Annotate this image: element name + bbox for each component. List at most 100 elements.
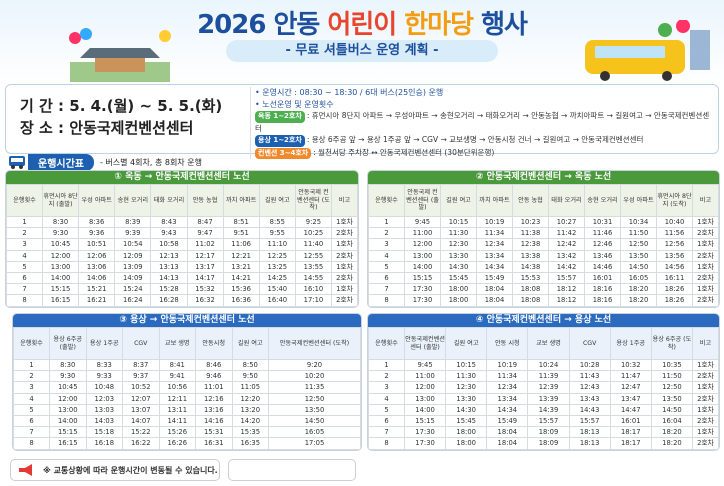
table-cell: 15:22 <box>122 426 160 439</box>
table-row: 4 12:00 12:06 12:09 12:13 12:17 12:21 12:25 12:5… <box>6 249 358 262</box>
table-row: 1 9:45 10:15 10:19 10:23 10:27 10:31 10:34 10:40… <box>368 215 719 229</box>
table-row: 6 14:00 14:03 14:07 14:11 14:16 14:20 14:50 <box>13 414 361 428</box>
table-cell: 7 <box>13 426 50 439</box>
column-header: 교보 생명 <box>527 327 570 360</box>
table-cell: 14:50 <box>620 260 657 273</box>
table-cell: 12:50 <box>268 392 361 405</box>
table-cell: 14:46 <box>584 260 621 273</box>
table-cell: 14:43 <box>568 403 611 416</box>
table-cell: 18:20 <box>620 283 657 296</box>
table-cell: 15:15 <box>41 283 80 296</box>
table-cell: 1 <box>368 358 405 372</box>
event-place: 장 소 : 안동국제컨벤션센터 <box>20 119 194 137</box>
table-cell: 1 <box>368 215 405 229</box>
table-cell: 5 <box>13 403 50 416</box>
column-header: 안동 농협 <box>186 184 224 217</box>
table-cell: 9:20 <box>268 358 361 372</box>
table-cell: 14:30 <box>440 260 477 273</box>
traffic-notice: ※ 교통상황에 따라 운행시간이 변동될 수 있습니다. <box>10 459 220 481</box>
table-cell: 6 <box>368 271 405 285</box>
table-row: 2 11:00 11:30 11:34 11:38 11:42 11:46 11:50 11:5… <box>368 227 719 240</box>
table-row: 4 13:00 13:30 13:34 13:38 13:42 13:46 13:50 13:5… <box>368 249 719 262</box>
table-cell: 12:00 <box>49 392 87 405</box>
table-row: 7 15:15 15:18 15:22 15:26 15:31 15:35 16:05 <box>13 426 361 439</box>
table-cell: 16:18 <box>85 437 123 450</box>
route-line: 용상 1~2호차: 용상 6주공 앞 → 용상 1주공 앞 → CGV → 교보… <box>255 134 714 147</box>
operating-hours: • 운영시간 : 08:30 ~ 18:30 / 6대 버스(25인승) 운행 <box>255 88 444 97</box>
table-cell: 8:30 <box>49 358 87 372</box>
table-cell: 11:00 <box>403 370 447 383</box>
table-cell: 11:30 <box>440 227 477 240</box>
table-cell: 15:57 <box>568 414 611 428</box>
table-cell: 8:47 <box>186 215 224 229</box>
table-cell: 10:27 <box>548 215 585 229</box>
table-cell: 18:00 <box>440 283 477 296</box>
table-cell: 18:13 <box>568 426 611 439</box>
table-row: 3 10:45 10:51 10:54 10:58 11:02 11:06 11:10 11:4… <box>6 238 358 251</box>
table-cell: 10:35 <box>650 358 694 372</box>
event-period: 기 간 : 5. 4.(월) ~ 5. 5.(화) <box>20 97 223 115</box>
timetable-desc: - 버스별 4회차, 총 8회차 운행 <box>100 157 202 167</box>
table-row: 8 16:15 16:21 16:24 16:28 16:32 16:36 16:40 17:1… <box>6 294 358 307</box>
table-cell: 3 <box>13 381 50 394</box>
table-row: 8 16:15 16:18 16:22 16:26 16:31 16:35 17:05 <box>13 437 361 450</box>
table-cell: 9:43 <box>150 227 188 240</box>
table-row: 2 9:30 9:36 9:39 9:43 9:47 9:51 9:55 10:25 2호차 <box>6 227 358 240</box>
bus-icon <box>9 156 25 169</box>
table-cell: 15:36 <box>222 283 260 296</box>
table-row: 8 17:30 18:00 18:04 18:09 18:13 18:17 18:20 2호차 <box>368 437 719 450</box>
table-cell: 13:56 <box>656 249 693 262</box>
table-cell: 3 <box>6 238 43 251</box>
table-cell: 11:34 <box>476 227 513 240</box>
route-tag: 옥동 1~2호차 <box>255 111 305 123</box>
table-cell: 18:08 <box>512 283 549 296</box>
table-cell: 12:21 <box>222 249 260 262</box>
table-cell: 12:17 <box>186 249 224 262</box>
table-cell: 8:51 <box>222 215 260 229</box>
table-row: 7 17:30 18:00 18:04 18:09 18:13 18:17 18:20 1호차 <box>368 426 719 439</box>
table-cell: 15:57 <box>527 414 570 428</box>
table-cell: 10:48 <box>85 381 123 394</box>
table-cell: 8:39 <box>114 215 152 229</box>
table-cell: 18:20 <box>620 294 657 307</box>
table-cell: 2호차 <box>331 271 358 285</box>
table-cell: 1호차 <box>692 381 719 394</box>
route-line: 컨벤션 3~4호차: 월천서당 주차장 ↔ 안동국제컨벤션센터 (30분단위운행… <box>255 147 714 159</box>
table-cell: 12:00 <box>404 238 441 251</box>
column-header: 운행횟수 <box>368 327 405 360</box>
table-cell: 8 <box>368 437 405 450</box>
table-cell: 11:42 <box>548 227 585 240</box>
table-cell: 17:30 <box>403 426 447 439</box>
table-row: 7 15:15 15:21 15:24 15:28 15:32 15:36 15:40 16:1… <box>6 283 358 296</box>
table-cell: 13:16 <box>195 403 233 416</box>
table-cell: 18:13 <box>568 437 611 450</box>
table-cell: 15:26 <box>158 426 196 439</box>
table-cell: 4 <box>368 249 405 262</box>
table-cell: 16:11 <box>656 271 693 285</box>
table-cell: 12:16 <box>195 392 233 405</box>
column-header: 용상 6주공 (도착) <box>650 327 694 360</box>
table-row: 4 13:00 13:30 13:34 13:39 13:43 13:47 13:50 2호차 <box>368 392 719 405</box>
table-cell: 15:18 <box>85 426 123 439</box>
table-cell: 8:36 <box>78 215 116 229</box>
column-header: CGV <box>122 327 160 360</box>
timetable-section-header: 운행시간표 - 버스별 4회차, 총 8회차 운행 <box>8 153 202 171</box>
table-row: 5 14:00 14:30 14:34 14:38 14:42 14:46 14:50 14:5… <box>368 260 719 273</box>
table-cell: 12:39 <box>527 381 570 394</box>
table-cell: 14:09 <box>114 271 152 285</box>
event-info-box: 기 간 : 5. 4.(월) ~ 5. 5.(화) 장 소 : 안동국제컨벤션센… <box>5 84 719 159</box>
table-cell: 18:12 <box>548 283 585 296</box>
table-cell: 13:30 <box>445 392 488 405</box>
table-cell: 13:47 <box>609 392 652 405</box>
table-cell: 16:21 <box>78 294 116 307</box>
table-cell: 15:45 <box>445 414 488 428</box>
route-tag: 용상 1~2호차 <box>255 135 305 147</box>
table-cell: 1호차 <box>692 403 719 416</box>
timetable-1: ① 옥동 → 안동국제컨벤션센터 노선 운행횟수 휴먼시아 8단지 (출발) 우성 아… <box>5 170 359 308</box>
table-cell: 13:50 <box>620 249 657 262</box>
table-cell: 2호차 <box>692 271 719 285</box>
table-cell: 7 <box>6 283 43 296</box>
table-cell: 13:09 <box>114 260 152 273</box>
table-cell: 9:45 <box>404 215 441 229</box>
table-cell: 12:13 <box>150 249 188 262</box>
